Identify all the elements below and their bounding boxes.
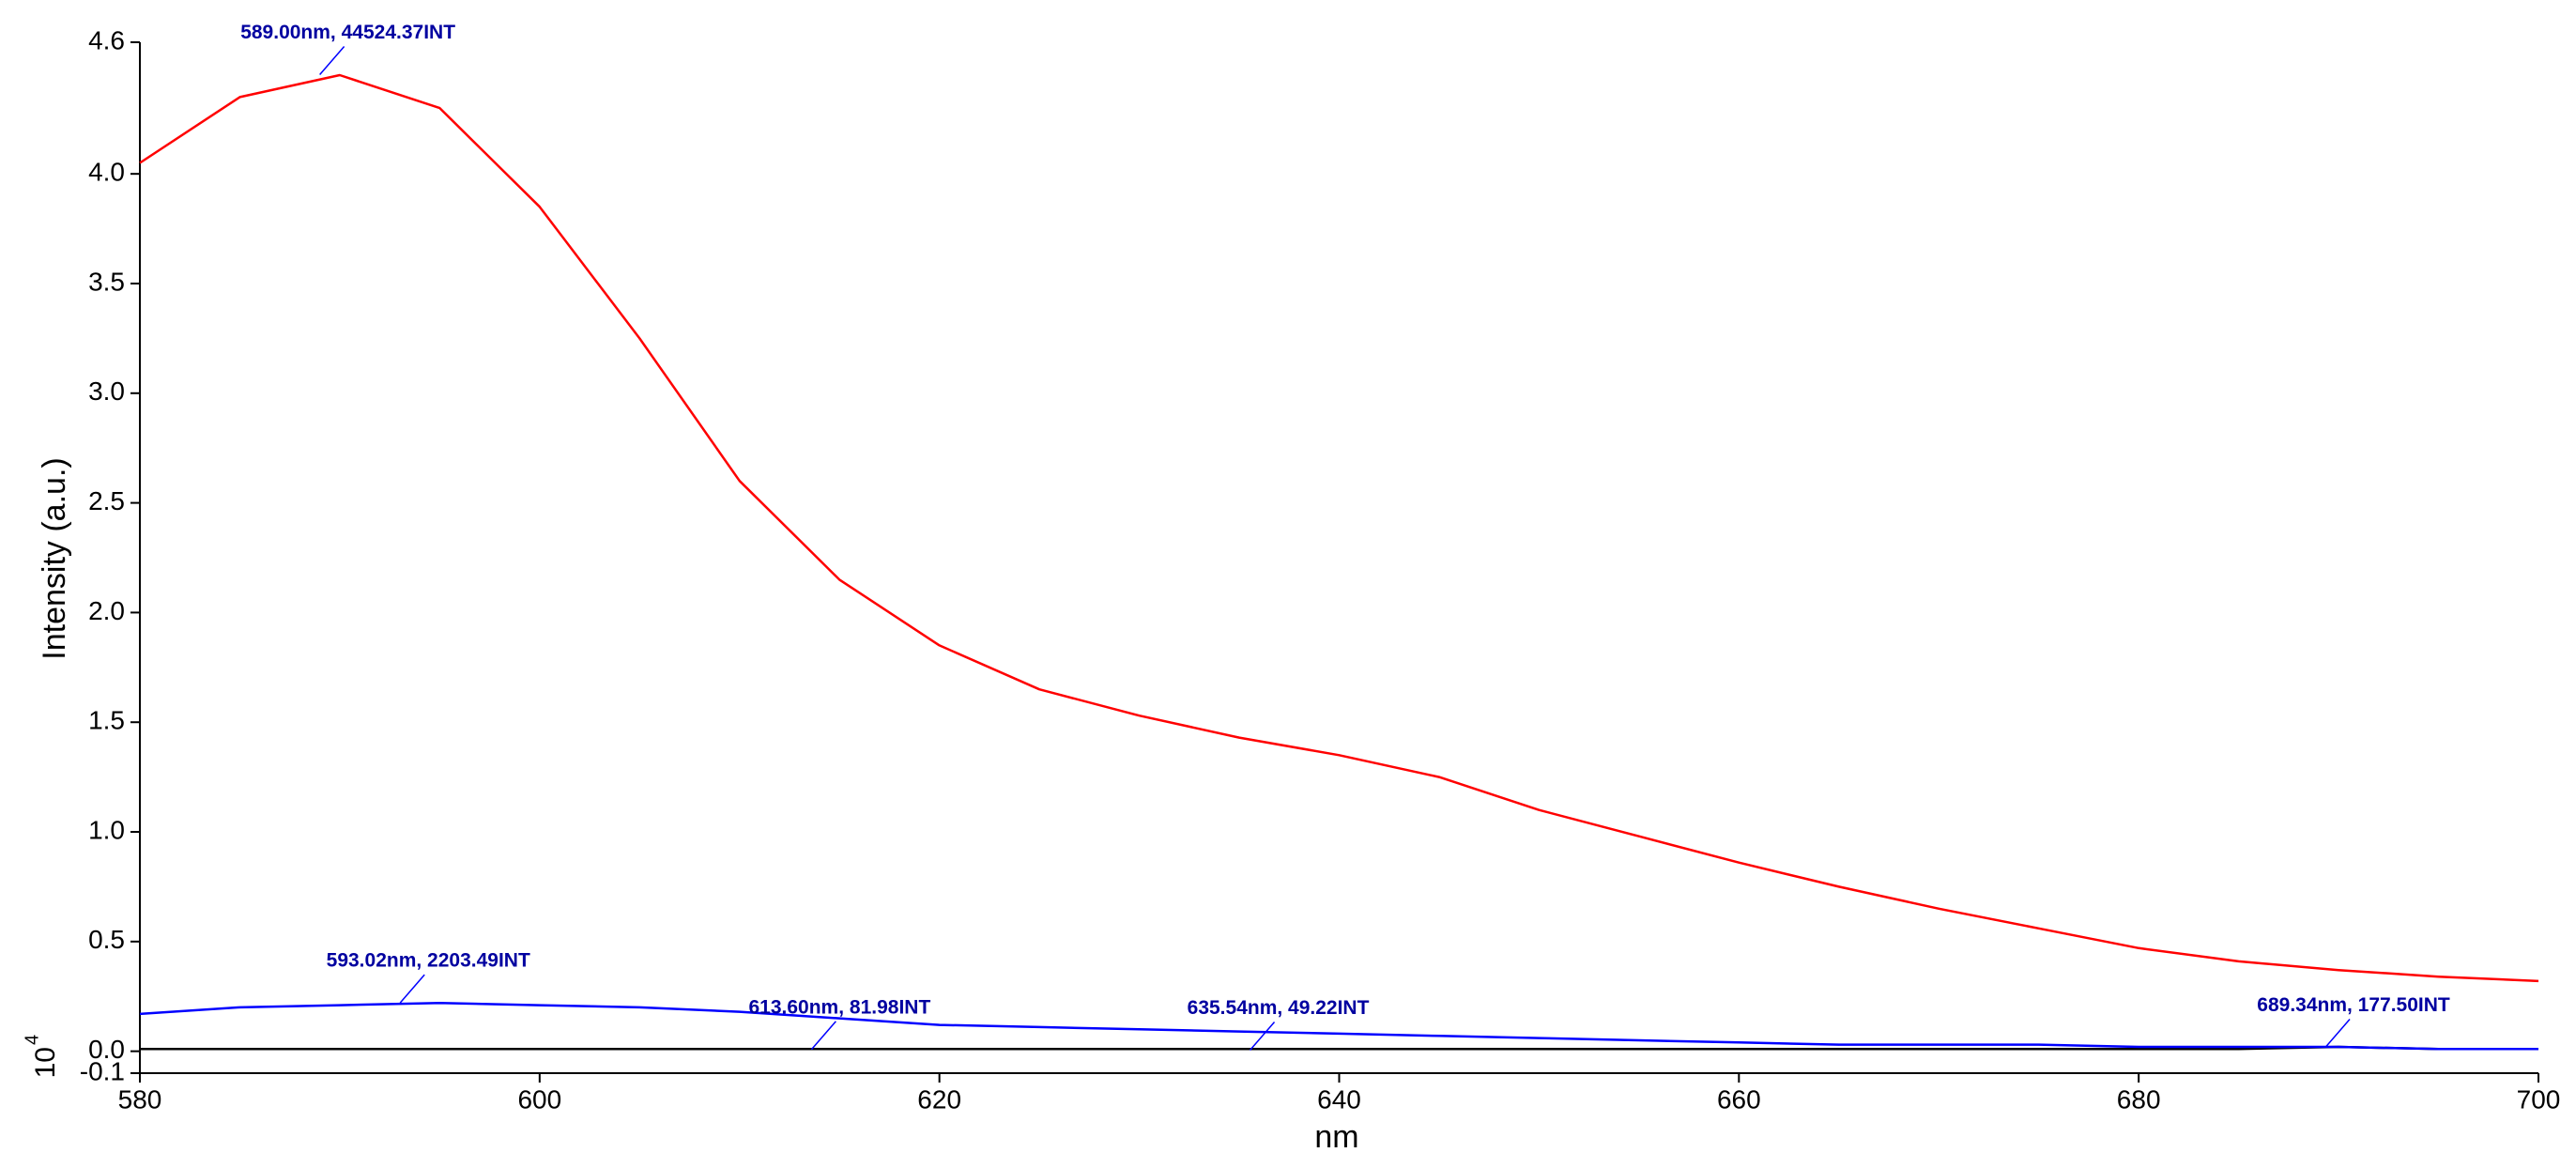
y-scale-exponent: 4 <box>22 1035 42 1045</box>
y-tick-label: 2.0 <box>88 596 125 625</box>
y-scale-base: 10 <box>30 1047 61 1078</box>
annotation-leader <box>2324 1019 2351 1048</box>
y-tick-label: 4.6 <box>88 25 125 54</box>
x-axis-label: nm <box>1314 1119 1358 1155</box>
annotation: 689.34nm, 177.50INT <box>2257 994 2450 1016</box>
annotation: 589.00nm, 44524.37INT <box>240 22 455 43</box>
y-tick-label: 4.0 <box>88 158 125 187</box>
annotation: 593.02nm, 2203.49INT <box>327 950 530 972</box>
annotation: 613.60nm, 81.98INT <box>749 996 931 1018</box>
x-tick-label: 620 <box>917 1084 961 1114</box>
annotation-leader <box>1249 1021 1276 1051</box>
x-tick-label: 640 <box>1317 1084 1361 1114</box>
series-line <box>139 1001 2538 1051</box>
x-tick-label: 580 <box>118 1084 162 1114</box>
annotation-leader <box>399 974 425 1004</box>
series-line <box>140 1045 2538 1051</box>
y-tick-label: 0.5 <box>88 925 125 954</box>
x-tick-label: 700 <box>2517 1084 2561 1114</box>
annotation-leader <box>319 45 345 75</box>
y-tick-label: 1.0 <box>88 815 125 844</box>
y-tick-label: 0.0 <box>88 1035 125 1064</box>
annotation: 635.54nm, 49.22INT <box>1188 997 1370 1019</box>
y-axis-label: Intensity (a.u.) <box>37 457 72 659</box>
y-tick-label: -0.1 <box>80 1056 125 1085</box>
annotation-leader <box>810 1021 836 1051</box>
y-tick-label: 1.5 <box>88 706 125 735</box>
x-tick-label: 660 <box>1717 1084 1761 1114</box>
y-tick-label: 2.5 <box>88 486 125 515</box>
x-tick-label: 680 <box>2117 1084 2161 1114</box>
y-tick-label: 3.0 <box>88 377 125 406</box>
series-line <box>139 73 2539 983</box>
x-tick-label: 600 <box>517 1084 561 1114</box>
y-tick-label: 3.5 <box>88 267 125 296</box>
y-scale: 10 4 <box>22 1035 61 1079</box>
